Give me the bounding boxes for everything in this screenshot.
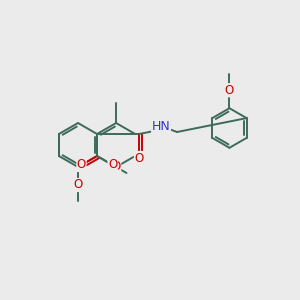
Text: O: O	[225, 84, 234, 97]
Text: O: O	[108, 158, 117, 172]
Text: O: O	[74, 178, 82, 191]
Text: O: O	[77, 158, 86, 172]
Text: O: O	[112, 160, 121, 173]
Text: O: O	[134, 152, 144, 164]
Text: HN: HN	[152, 121, 170, 134]
